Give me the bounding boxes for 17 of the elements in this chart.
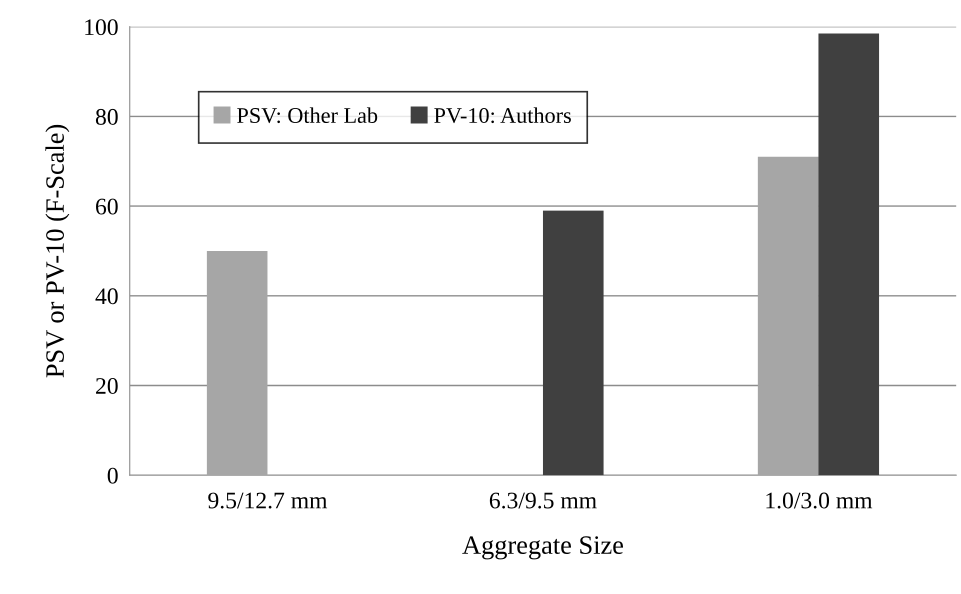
legend-label: PV-10: Authors: [434, 107, 571, 124]
bar: [206, 250, 268, 476]
legend-label: PSV: Other Lab: [237, 107, 378, 124]
y-tick-label: 80: [96, 108, 118, 125]
x-axis-title: Aggregate Size: [462, 536, 624, 560]
y-tick-label: 0: [108, 468, 118, 484]
y-tick-label: 40: [95, 288, 118, 304]
bar: [818, 33, 880, 476]
bar: [758, 156, 818, 476]
y-tick-label: 60: [96, 198, 118, 215]
y-tick-label: 100: [85, 19, 118, 36]
x-tick-label: 9.5/12.7 mm: [208, 492, 328, 509]
y-axis-title: PSV or PV-10 (F-Scale): [45, 124, 70, 378]
bar: [542, 210, 604, 476]
y-tick-label: 20: [96, 378, 118, 394]
x-tick-label: 6.3/9.5 mm: [490, 492, 597, 509]
x-tick-label: 1.0/3.0 mm: [766, 492, 872, 509]
